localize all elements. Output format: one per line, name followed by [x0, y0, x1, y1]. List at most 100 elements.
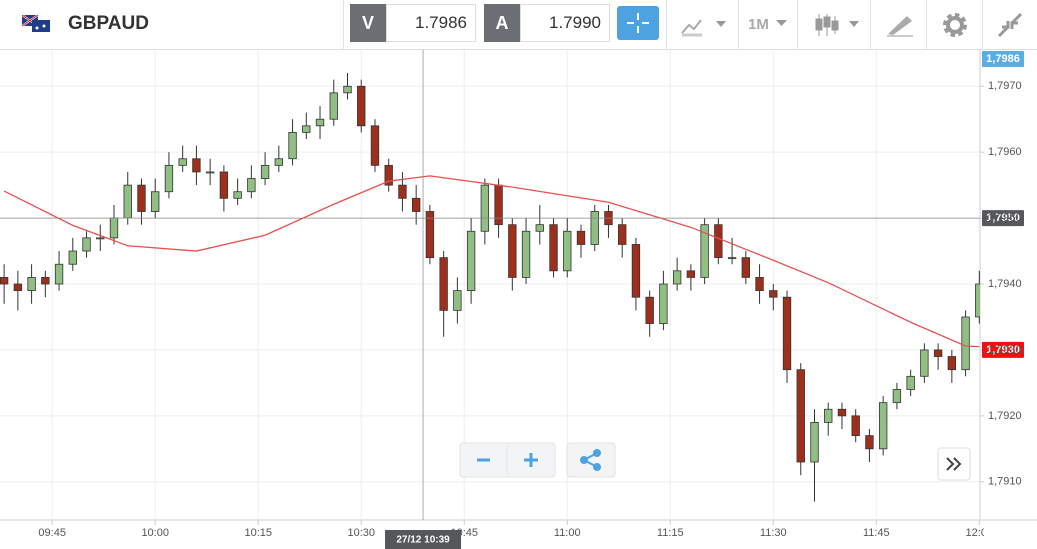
- candle-body: [975, 283, 980, 318]
- candle-body: [329, 92, 338, 120]
- ask-label: A: [484, 4, 520, 42]
- candle-body: [933, 349, 943, 357]
- settings-button[interactable]: [940, 10, 970, 40]
- candle-body: [755, 277, 764, 292]
- candle-body: [892, 389, 902, 404]
- ask-price[interactable]: 1.7990: [520, 4, 610, 42]
- candle-body: [82, 237, 91, 252]
- candle-body: [686, 270, 696, 278]
- share-button[interactable]: [566, 442, 616, 478]
- y-tick-label: 1,7950: [988, 212, 1022, 224]
- candle-body: [727, 257, 737, 260]
- candle-body: [13, 283, 23, 292]
- candle-body: [549, 224, 558, 272]
- price-label-box: [982, 341, 1024, 358]
- crosshair-button[interactable]: [617, 6, 659, 40]
- zoom-controls: [459, 442, 971, 481]
- candle-body: [741, 257, 750, 278]
- candle-body: [535, 224, 544, 232]
- price-label-box: [982, 51, 1024, 67]
- candle-body: [700, 224, 709, 278]
- candle-body: [123, 184, 132, 219]
- candle-body: [824, 408, 833, 423]
- collapse-button[interactable]: [995, 10, 1025, 40]
- bid-price[interactable]: 1.7986: [386, 4, 476, 42]
- candle-body: [453, 290, 462, 311]
- candle-body: [274, 158, 283, 166]
- plot: [0, 73, 980, 502]
- symbol: GBPAUD: [68, 13, 149, 34]
- candle-body: [865, 435, 874, 450]
- candle-body: [164, 164, 174, 193]
- moving-average-line: [3, 175, 980, 348]
- draw-tool-button[interactable]: [885, 12, 917, 38]
- crosshair-time-label: 27/12 10:39: [396, 535, 450, 546]
- candle-body: [494, 184, 503, 226]
- crosshair-time-box: [385, 530, 462, 549]
- y-tick-label: 1,7930: [988, 344, 1022, 356]
- candle-body: [219, 171, 229, 199]
- y-tick-label: 1,7960: [988, 146, 1022, 158]
- candle-body: [618, 224, 627, 245]
- candle-body: [0, 277, 9, 285]
- candle-body: [631, 244, 641, 298]
- candle-body: [961, 316, 970, 371]
- candle-body: [137, 184, 146, 212]
- x-tick-label: 09:45: [38, 527, 66, 539]
- candle-body: [878, 402, 888, 450]
- candle-body: [920, 349, 929, 377]
- candle-body: [439, 257, 448, 311]
- y-tick-label: 1,7940: [988, 278, 1022, 290]
- candle-body: [357, 85, 366, 127]
- overlay: 27/12 10:39 1,7986 1,7950 1,7930: [0, 50, 1024, 549]
- candle-body: [466, 230, 476, 292]
- price-label: 1,7930: [986, 344, 1020, 356]
- candle-body: [343, 85, 352, 94]
- candle-body: [425, 211, 435, 259]
- candle-body: [714, 224, 723, 259]
- candle-body: [205, 171, 215, 174]
- candle-body: [521, 230, 531, 278]
- candle-body: [837, 408, 847, 417]
- bid-label: V: [350, 4, 386, 42]
- candle-body: [302, 125, 311, 133]
- x-tick-label: 11:00: [554, 527, 581, 539]
- candle-body: [68, 250, 77, 265]
- x-tick-label: 11:15: [657, 527, 684, 539]
- candle-body: [769, 290, 778, 298]
- candle-body: [54, 263, 64, 285]
- candle-body: [659, 283, 668, 324]
- x-tick-label: 10:00: [141, 527, 169, 539]
- chart-type-button[interactable]: [680, 13, 730, 37]
- candle-body: [384, 164, 393, 186]
- x-tick-label: 10:30: [347, 527, 375, 539]
- candle-body: [192, 158, 201, 173]
- candle-body: [645, 296, 654, 324]
- x-tick-label: 10:15: [244, 527, 272, 539]
- candle-body: [480, 184, 490, 232]
- y-tick-label: 1,7920: [988, 410, 1022, 422]
- candle-body: [370, 125, 380, 166]
- candle-body: [151, 191, 160, 212]
- x-labels: 09:45 10:00 10:15 10:30 10:45 11:00 11:15 11:30…: [38, 527, 984, 539]
- share-icon: [580, 449, 601, 471]
- candle-body: [27, 277, 36, 292]
- candle-body: [41, 277, 50, 285]
- candle-body: [590, 211, 599, 245]
- price-label-box: [982, 210, 1024, 227]
- candle-body: [810, 422, 819, 463]
- x-tick-label: 11:45: [863, 527, 890, 539]
- candle-body: [96, 237, 105, 240]
- y-tick-label: 1,7910: [988, 476, 1022, 488]
- candle-body: [109, 217, 119, 239]
- candle-type-button[interactable]: [815, 12, 863, 38]
- candle-body: [411, 197, 421, 212]
- candle-body: [247, 178, 256, 193]
- candle-body: [906, 375, 915, 390]
- zoom-in[interactable]: [524, 453, 538, 467]
- price-label: 1,7986: [986, 53, 1020, 65]
- candle-body: [398, 184, 407, 199]
- timeframe-button[interactable]: 1M: [748, 16, 769, 33]
